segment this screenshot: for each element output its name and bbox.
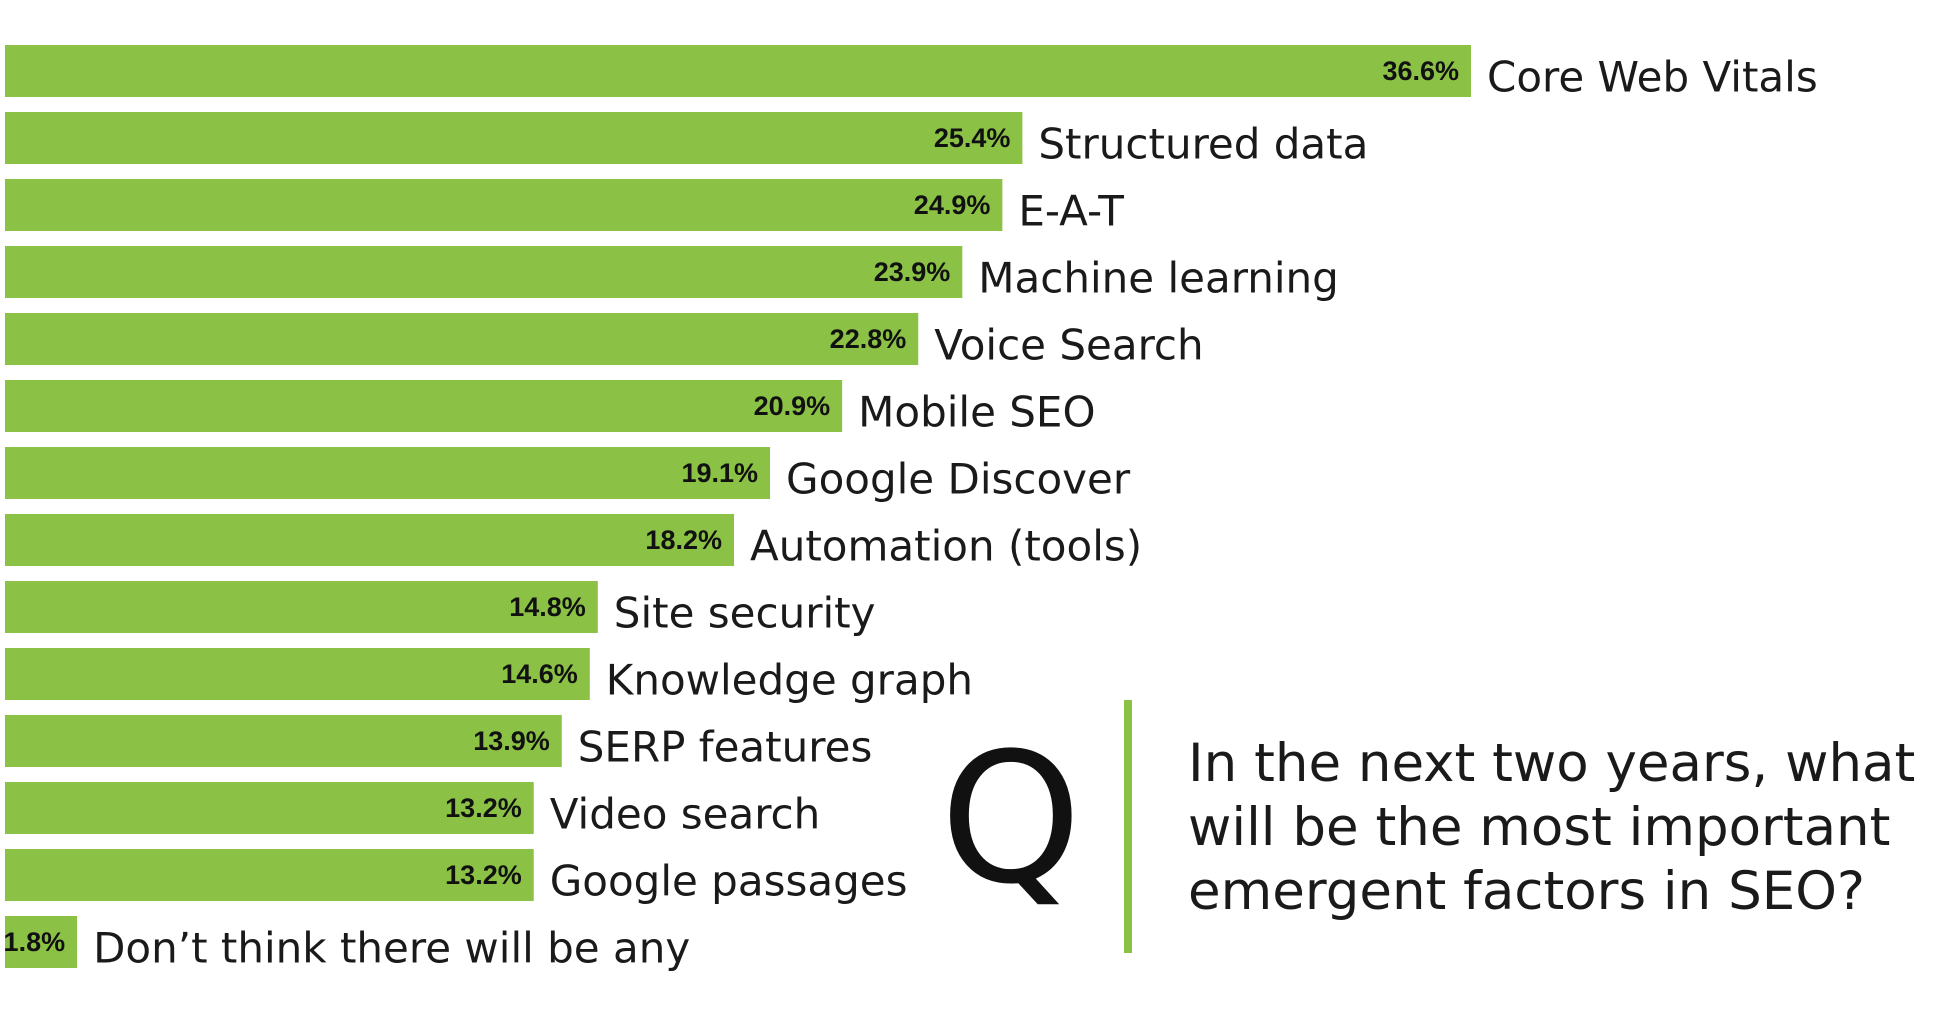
question-divider	[1124, 700, 1132, 953]
category-label: Automation (tools)	[750, 522, 1142, 571]
category-label: Don’t think there will be any	[93, 924, 690, 973]
bar	[5, 179, 1003, 231]
category-label: Video search	[550, 790, 821, 839]
bar-value-label: 19.1%	[681, 458, 758, 488]
bar-value-label: 1.8%	[4, 927, 66, 957]
bar-value-label: 13.9%	[473, 726, 550, 756]
bar	[5, 45, 1471, 97]
category-label: Google passages	[550, 857, 908, 906]
bar-value-label: 36.6%	[1382, 56, 1459, 86]
bar-value-label: 14.8%	[509, 592, 586, 622]
bar-value-label: 25.4%	[934, 123, 1011, 153]
bar	[5, 514, 734, 566]
bar	[5, 849, 534, 901]
bar-value-label: 23.9%	[874, 257, 951, 287]
bars-layer: 36.6% Core Web Vitals 25.4% Structured data…	[4, 45, 1818, 973]
bar	[5, 246, 963, 298]
bar	[5, 648, 590, 700]
bar-value-label: 22.8%	[830, 324, 907, 354]
bar	[5, 581, 598, 633]
question-text: In the next two years, what will be the …	[1188, 733, 1916, 922]
bar-value-label: 13.2%	[445, 793, 522, 823]
bar	[5, 380, 843, 432]
category-label: Core Web Vitals	[1487, 53, 1818, 102]
category-label: Machine learning	[978, 254, 1339, 303]
bar	[5, 313, 919, 365]
bar-value-label: 18.2%	[645, 525, 722, 555]
category-label: Structured data	[1038, 120, 1368, 169]
category-label: Google Discover	[786, 455, 1131, 504]
category-label: Knowledge graph	[606, 656, 973, 705]
category-label: Voice Search	[934, 321, 1203, 370]
category-label: Site security	[614, 589, 876, 638]
bar-value-label: 24.9%	[914, 190, 991, 220]
bar	[5, 112, 1023, 164]
bar	[5, 916, 78, 968]
category-label: Mobile SEO	[858, 388, 1095, 437]
bar	[5, 715, 562, 767]
bar-value-label: 14.6%	[501, 659, 578, 689]
question-letter: Q	[940, 715, 1082, 924]
bar	[5, 447, 771, 499]
category-label: E-A-T	[1018, 187, 1124, 236]
bar	[5, 782, 534, 834]
category-label: SERP features	[578, 723, 873, 772]
bar-value-label: 20.9%	[754, 391, 831, 421]
bar-value-label: 13.2%	[445, 860, 522, 890]
